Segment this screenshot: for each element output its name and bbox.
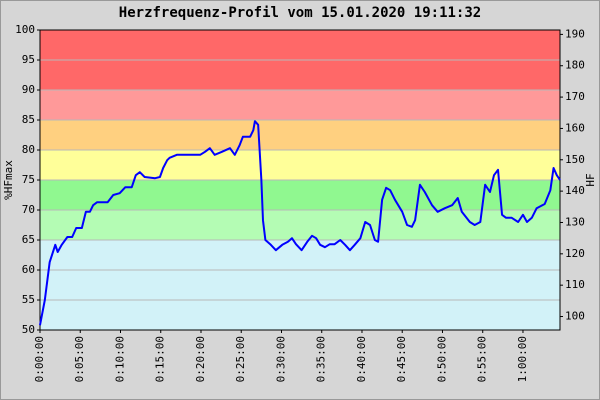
y-tick-label: 90 bbox=[22, 83, 35, 96]
x-tick-label: 0:55:00 bbox=[476, 336, 489, 382]
y-tick-label: 70 bbox=[22, 203, 35, 216]
x-tick-label: 0:35:00 bbox=[315, 336, 328, 382]
line bbox=[39, 120, 561, 326]
y2-axis-label: HF bbox=[584, 173, 597, 186]
y-tick-label: 50 bbox=[22, 323, 35, 336]
x-tick-label: 0:30:00 bbox=[274, 336, 287, 382]
zone bbox=[40, 180, 560, 210]
y-tick-label: 60 bbox=[22, 263, 35, 276]
y-tick-label: 100 bbox=[15, 23, 35, 36]
x-tick-label: 0:25:00 bbox=[234, 336, 247, 382]
x-tick-label: 0:00:00 bbox=[33, 336, 46, 382]
zone bbox=[40, 90, 560, 120]
zone bbox=[40, 120, 560, 150]
y-axis-label: %HFmax bbox=[2, 160, 15, 200]
y2-tick-label: 140 bbox=[565, 184, 585, 197]
y2-tick-label: 150 bbox=[565, 153, 585, 166]
x-tick-label: 0:15:00 bbox=[154, 336, 167, 382]
y2-tick-label: 120 bbox=[565, 247, 585, 260]
zone bbox=[40, 150, 560, 180]
zone bbox=[40, 240, 560, 330]
y-tick-label: 55 bbox=[22, 293, 35, 306]
y2-tick-label: 100 bbox=[565, 310, 585, 323]
y2-tick-label: 130 bbox=[565, 215, 585, 228]
y-tick-label: 65 bbox=[22, 233, 35, 246]
y-tick-label: 80 bbox=[22, 143, 35, 156]
chart-title: Herzfrequenz-Profil vom 15.01.2020 19:11… bbox=[119, 5, 481, 21]
y2-tick-label: 160 bbox=[565, 121, 585, 134]
x-tick-label: 0:20:00 bbox=[194, 336, 207, 382]
x-tick-label: 1:00:00 bbox=[516, 336, 529, 382]
y2-tick-label: 180 bbox=[565, 59, 585, 72]
x-tick-label: 0:10:00 bbox=[113, 336, 126, 382]
y2-tick-label: 190 bbox=[565, 27, 585, 40]
x-tick-label: 0:50:00 bbox=[435, 336, 448, 382]
y-tick-label: 75 bbox=[22, 173, 35, 186]
x-tick-label: 0:45:00 bbox=[395, 336, 408, 382]
x-tick-label: 0:05:00 bbox=[73, 336, 86, 382]
y-tick-label: 95 bbox=[22, 53, 35, 66]
y2-tick-label: 110 bbox=[565, 278, 585, 291]
x-tick-label: 0:40:00 bbox=[355, 336, 368, 382]
y-tick-label: 85 bbox=[22, 113, 35, 126]
y2-tick-label: 170 bbox=[565, 90, 585, 103]
